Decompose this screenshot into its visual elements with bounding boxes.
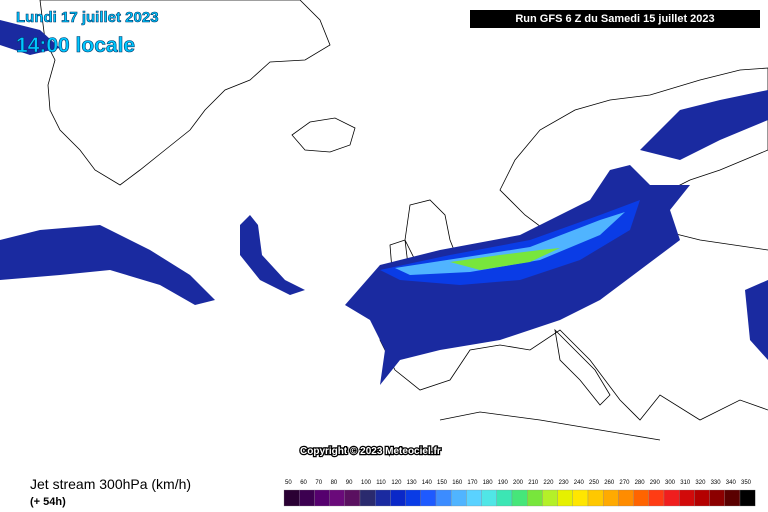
scale-swatch bbox=[679, 489, 695, 507]
scale-label: 70 bbox=[315, 480, 322, 486]
run-info: Run GFS 6 Z du Samedi 15 juillet 2023 bbox=[515, 13, 714, 25]
scale-label: 120 bbox=[391, 480, 402, 486]
scale-swatch bbox=[375, 489, 391, 507]
scale-label: 300 bbox=[665, 480, 676, 486]
scale-label: 240 bbox=[574, 480, 585, 486]
scale-label: 160 bbox=[452, 480, 463, 486]
scale-swatch bbox=[466, 489, 482, 507]
scale-swatch bbox=[496, 489, 513, 507]
scale-label: 340 bbox=[726, 480, 737, 486]
scale-swatch bbox=[633, 489, 649, 507]
scale-swatch bbox=[420, 489, 437, 507]
scale-label: 210 bbox=[528, 480, 539, 486]
scale-label: 350 bbox=[741, 480, 752, 486]
scale-label: 180 bbox=[483, 480, 494, 486]
scale-swatch bbox=[527, 489, 543, 507]
scale-label: 80 bbox=[331, 480, 338, 486]
scale-swatch bbox=[618, 489, 634, 507]
scale-label: 110 bbox=[376, 480, 386, 486]
scale-label: 310 bbox=[680, 480, 691, 486]
scale-swatch bbox=[587, 489, 604, 507]
scale-label: 190 bbox=[498, 480, 509, 486]
scale-swatch bbox=[511, 489, 528, 507]
scale-swatch bbox=[435, 489, 452, 507]
scale-label: 250 bbox=[589, 480, 600, 486]
scale-swatch bbox=[390, 489, 406, 507]
scale-swatch bbox=[329, 489, 345, 507]
greenland bbox=[39, 0, 331, 186]
scale-swatch bbox=[359, 489, 376, 507]
italy bbox=[554, 328, 611, 406]
scale-swatch bbox=[314, 489, 330, 507]
scale-label: 60 bbox=[300, 480, 307, 486]
scale-label: 260 bbox=[604, 480, 615, 486]
scale-label: 200 bbox=[513, 480, 524, 486]
scale-swatch bbox=[299, 489, 315, 507]
scale-swatch bbox=[709, 489, 725, 507]
copyright: Copyright © 2023 Meteociel.fr bbox=[300, 446, 441, 457]
jet-core-mid bbox=[395, 212, 625, 275]
scale-label: 140 bbox=[422, 480, 433, 486]
scale-swatch bbox=[663, 489, 680, 507]
scale-label: 290 bbox=[650, 480, 661, 486]
lead-time: (+ 54h) bbox=[30, 496, 66, 508]
jet-west bbox=[0, 225, 215, 305]
scale-label: 100 bbox=[361, 480, 372, 486]
scale-swatch bbox=[405, 489, 421, 507]
scale-swatch bbox=[572, 489, 589, 507]
scale-label: 220 bbox=[543, 480, 554, 486]
scale-label: 130 bbox=[407, 480, 418, 486]
scale-swatch bbox=[557, 489, 573, 507]
color-scale: 50 60 70 80 90 100 110 120 130 140 150 160 170 180 190… bbox=[283, 480, 756, 507]
scale-label: 230 bbox=[559, 480, 570, 486]
legend-title: Jet stream 300hPa (km/h) bbox=[30, 476, 191, 492]
scale-label: 330 bbox=[711, 480, 722, 486]
jet-mid bbox=[240, 215, 305, 295]
scale-label: 270 bbox=[619, 480, 630, 486]
scale-swatch bbox=[724, 489, 741, 507]
scale-label: 90 bbox=[346, 480, 353, 486]
scale-swatch bbox=[481, 489, 497, 507]
scale-swatch bbox=[283, 489, 300, 507]
iceland bbox=[291, 117, 356, 153]
forecast-time: 14:00 locale bbox=[16, 34, 135, 57]
scale-swatch bbox=[648, 489, 665, 507]
scale-label: 170 bbox=[467, 480, 478, 486]
scale-swatch bbox=[603, 489, 619, 507]
scale-label: 320 bbox=[695, 480, 706, 486]
forecast-date: Lundi 17 juillet 2023 bbox=[16, 9, 159, 26]
scale-label: 150 bbox=[437, 480, 448, 486]
jet-nw bbox=[0, 20, 60, 55]
jet-east bbox=[745, 280, 768, 360]
scale-swatch bbox=[739, 489, 756, 507]
jet-core-inner bbox=[450, 248, 560, 270]
jet-stream bbox=[0, 20, 768, 385]
scale-swatch bbox=[344, 489, 361, 507]
scale-label: 50 bbox=[285, 480, 292, 486]
jet-north bbox=[640, 90, 768, 160]
scale-label: 280 bbox=[635, 480, 646, 486]
scale-swatch bbox=[451, 489, 467, 507]
scale-swatch bbox=[694, 489, 710, 507]
scale-swatch bbox=[542, 489, 558, 507]
run-banner bbox=[470, 10, 760, 28]
